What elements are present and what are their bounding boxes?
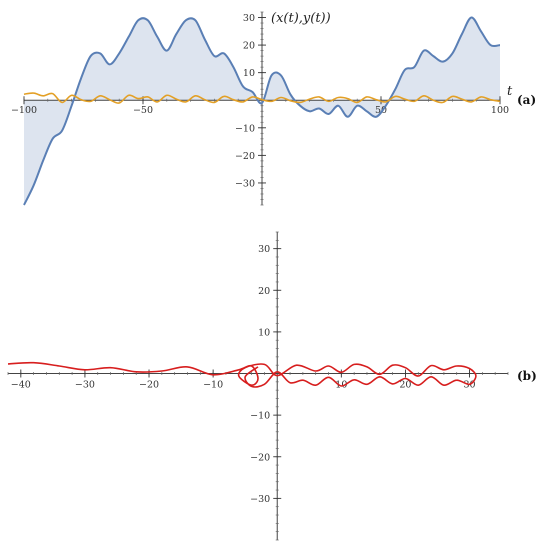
trajectory-line — [7, 361, 477, 388]
panel-b-y-tick-label: 30 — [258, 244, 270, 255]
panel-a-y-tick-label: −10 — [235, 123, 255, 134]
panel-a-y-axis-title: (x(t),y(t)) — [271, 11, 331, 26]
panel-b-x-tick-label: −30 — [75, 380, 95, 391]
panel-b-label: (b) — [517, 369, 537, 383]
panel-b-y-tick-label: −20 — [250, 452, 270, 463]
panel-a-y-tick-label: −20 — [235, 151, 255, 162]
x-series-fill — [24, 17, 500, 205]
panel-a-y-tick-label: 20 — [243, 41, 255, 52]
panel-a-y-tick-label: −30 — [235, 178, 255, 189]
panel-a-chart: −100 −50 50 100 −30 −20 −10 10 20 30 — [11, 11, 509, 206]
panel-b-y-tick-label: 20 — [258, 286, 270, 297]
panel-b-x-tick-label: 20 — [399, 380, 411, 391]
panel-a-x-tick-label: 100 — [491, 105, 509, 116]
y-series-line — [23, 92, 501, 104]
panel-a-label: (a) — [517, 93, 536, 107]
panel-a-x-tick-label: −100 — [11, 105, 37, 116]
panel-b-y-tick-label: 10 — [258, 327, 270, 338]
panel-b-x-tick-label: 10 — [335, 380, 347, 391]
panel-b-x-tick-label: −10 — [203, 380, 223, 391]
panel-a-y-tick-label: 30 — [243, 13, 255, 24]
panel-b-x-tick-label: −20 — [139, 380, 159, 391]
panel-a-x-tick-label: −50 — [133, 105, 153, 116]
panel-a-x-tick-label: 50 — [375, 105, 387, 116]
panel-a-x-axis-title: t — [507, 84, 513, 99]
x-series-line — [23, 16, 501, 206]
panel-b-y-tick-label: −10 — [250, 411, 270, 422]
panel-a-y-tick-label: 10 — [243, 68, 255, 79]
panel-b-x-tick-label: −40 — [11, 380, 31, 391]
panel-b-y-tick-label: −30 — [250, 494, 270, 505]
